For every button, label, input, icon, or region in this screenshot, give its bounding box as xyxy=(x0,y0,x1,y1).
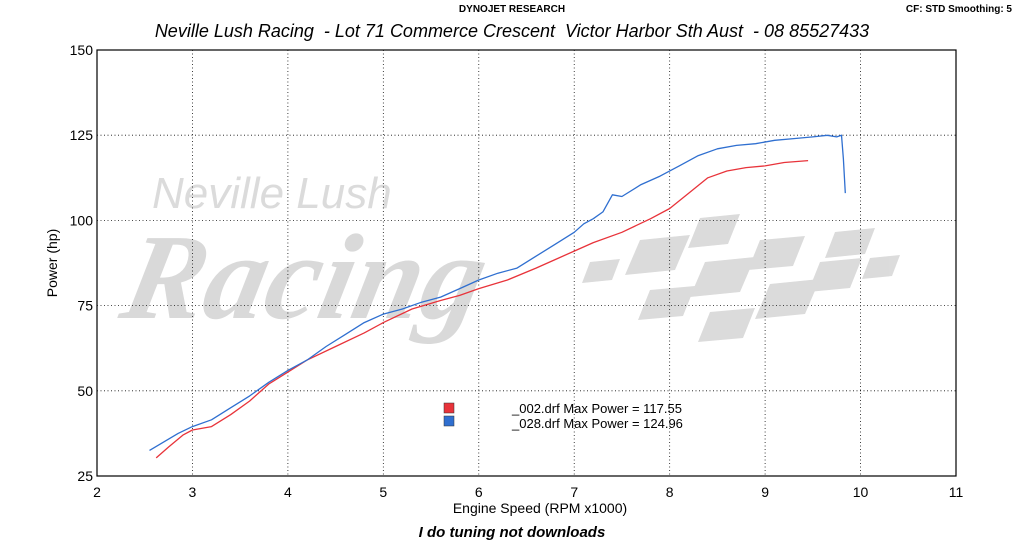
y-tick-labels: 25 50 75 100 125 150 xyxy=(70,42,94,484)
x-tick-label: 4 xyxy=(284,484,292,500)
dyno-settings: CF: STD Smoothing: 5 xyxy=(905,4,1012,15)
x-tick-label: 9 xyxy=(761,484,769,500)
y-tick-label: 75 xyxy=(77,298,93,314)
x-tick-labels: 2 3 4 5 6 7 8 9 10 11 xyxy=(93,484,963,500)
x-tick-label: 3 xyxy=(189,484,197,500)
watermark-logo: Neville Lush Racing xyxy=(111,169,900,345)
x-tick-label: 2 xyxy=(93,484,101,500)
series-line-028 xyxy=(149,134,846,451)
dynojet-brand: DYNOJET RESEARCH xyxy=(458,4,566,15)
x-axis-label: Engine Speed (RPM x1000) xyxy=(453,500,627,516)
y-tick-label: 125 xyxy=(70,127,94,143)
legend-swatch-002 xyxy=(443,402,455,414)
legend-swatch-028 xyxy=(443,415,455,427)
y-tick-label: 50 xyxy=(77,383,93,399)
y-tick-label: 25 xyxy=(77,468,93,484)
x-tick-label: 5 xyxy=(379,484,387,500)
x-tick-label: 6 xyxy=(475,484,483,500)
x-tick-label: 8 xyxy=(666,484,674,500)
y-tick-label: 100 xyxy=(70,212,94,228)
y-tick-label: 150 xyxy=(70,42,94,58)
footer-note: I do tuning not downloads xyxy=(418,524,606,541)
chart-title: Neville Lush Racing - Lot 71 Commerce Cr… xyxy=(154,21,870,41)
x-tick-label: 11 xyxy=(949,484,964,500)
legend-label-002: _002.drf Max Power = 117.55 xyxy=(511,401,682,416)
legend-label-028: _028.drf Max Power = 124.96 xyxy=(511,416,683,431)
legend: _002.drf Max Power = 117.55 _028.drf Max… xyxy=(443,401,683,431)
series-line-002 xyxy=(155,159,809,459)
x-tick-label: 7 xyxy=(570,484,578,500)
checkered-flag-icon xyxy=(582,214,900,342)
series-lines xyxy=(149,134,846,459)
watermark-line2: Racing xyxy=(111,209,500,344)
watermark-line1: Neville Lush xyxy=(152,169,392,218)
x-tick-label: 10 xyxy=(853,484,869,500)
plot-area xyxy=(96,49,957,477)
grid xyxy=(97,50,956,476)
y-axis-label: Power (hp) xyxy=(44,229,60,297)
